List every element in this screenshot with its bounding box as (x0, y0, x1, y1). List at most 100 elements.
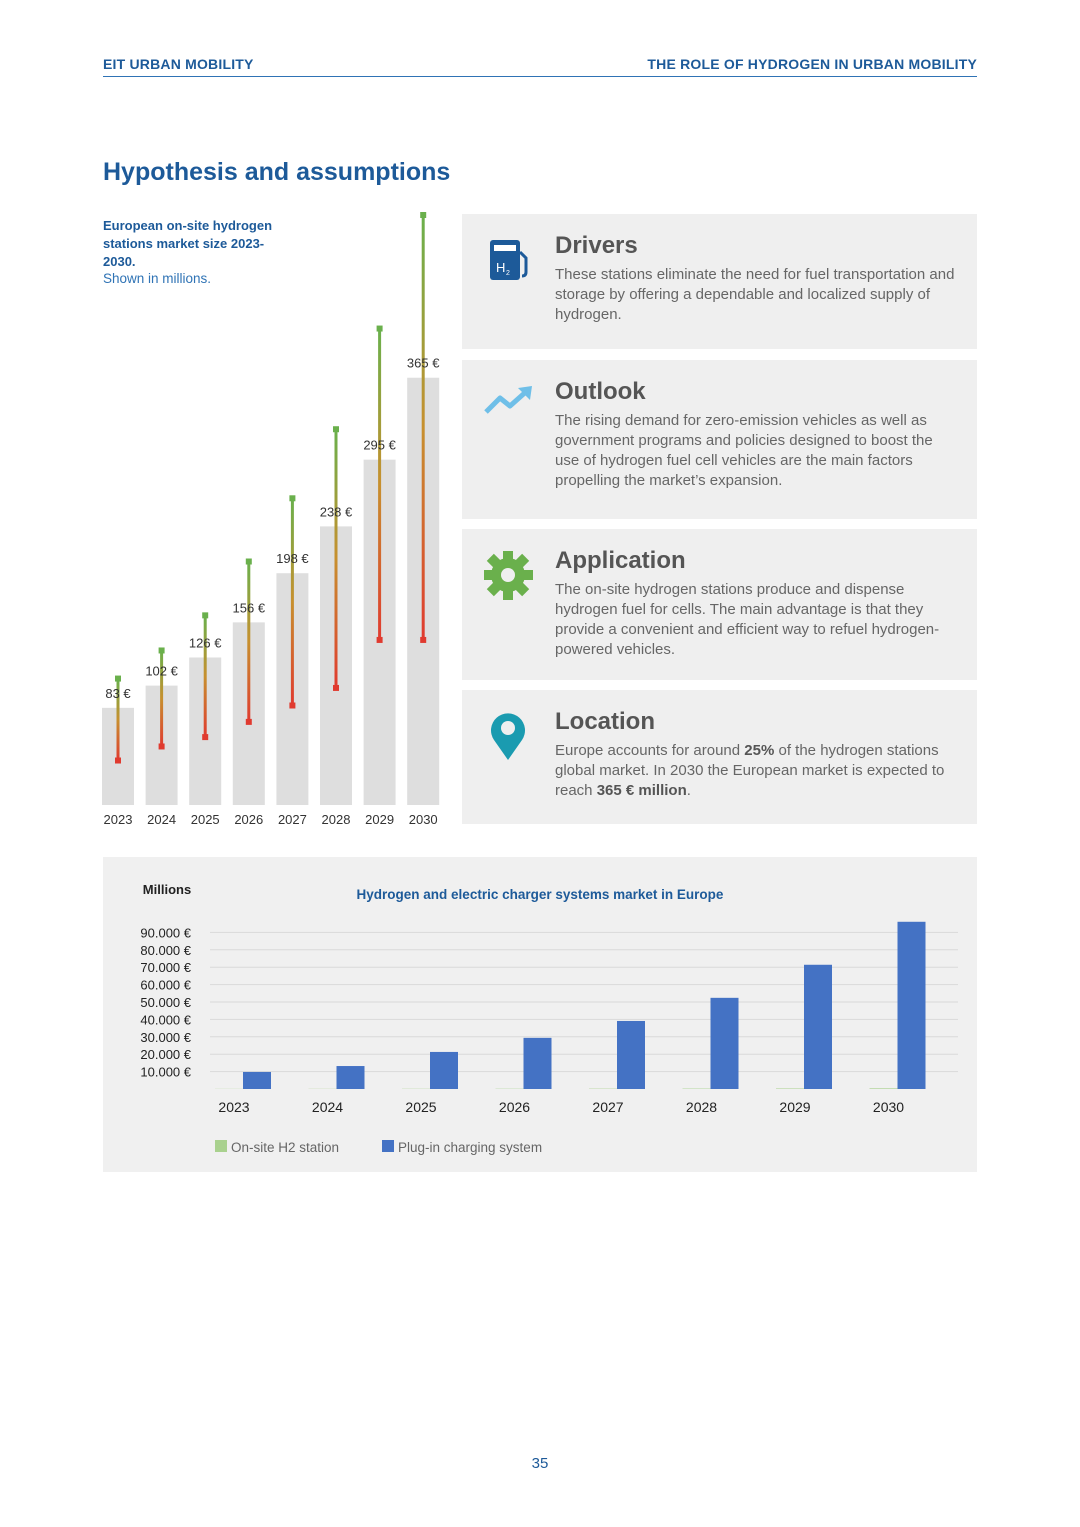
bar (523, 1037, 552, 1089)
y-tick-label: 90.000 € (140, 925, 191, 940)
x-tick-label: 2023 (218, 1099, 249, 1115)
x-tick-label: 2023 (104, 812, 133, 827)
range-line (160, 650, 164, 747)
value-label: 156 € (233, 600, 266, 615)
x-tick-label: 2030 (873, 1099, 904, 1115)
low-cap (115, 757, 121, 764)
bar (710, 997, 739, 1089)
gear-icon (484, 551, 533, 600)
y-tick-label: 80.000 € (140, 943, 191, 958)
bar (776, 1088, 804, 1089)
card-heading: Location (555, 708, 655, 735)
low-cap (202, 734, 209, 741)
low-cap (420, 636, 427, 643)
card-heading: Drivers (555, 232, 638, 259)
x-tick-label: 2030 (409, 812, 438, 827)
chart-title: Hydrogen and electric charger systems ma… (357, 887, 724, 902)
svg-text:2: 2 (506, 270, 510, 277)
y-tick-label: 70.000 € (140, 960, 191, 975)
legend-swatch (215, 1140, 227, 1152)
bar (243, 1071, 271, 1089)
range-line (378, 328, 382, 640)
pin-icon (491, 713, 525, 760)
card: Outlook The rising demand for zero-emiss… (462, 360, 977, 519)
high-cap (245, 558, 252, 565)
x-tick-label: 2029 (365, 812, 394, 827)
card-heading: Outlook (555, 378, 646, 405)
high-cap (420, 212, 427, 218)
value-label: 102 € (145, 664, 178, 679)
x-tick-label: 2026 (234, 812, 263, 827)
low-cap (333, 684, 339, 691)
card: Location Europe accounts for around 25% … (462, 690, 977, 824)
card: Application The on-site hydrogen station… (462, 529, 977, 680)
range-line (247, 561, 251, 722)
y-tick-label: 50.000 € (140, 995, 191, 1010)
x-tick-label: 2028 (686, 1099, 717, 1115)
chart-title: European on-site hydrogen stations marke… (103, 218, 273, 269)
chart-subtitle: Shown in millions. (103, 271, 212, 286)
page-number: 35 (531, 1455, 549, 1472)
value-label: 198 € (276, 551, 309, 566)
body-text: 25% (744, 742, 775, 759)
value-label: 238 € (320, 504, 353, 519)
bar (336, 1066, 365, 1089)
body-text: The on-site hydrogen stations produce an… (555, 581, 940, 658)
value-label: 365 € (407, 356, 440, 371)
trend-icon (484, 386, 532, 414)
x-tick-label: 2024 (312, 1099, 343, 1115)
section-title: Hypothesis and assumptions (103, 158, 451, 186)
body-text: Europe accounts for around (555, 742, 745, 759)
card-body: Europe accounts for around 25% of the hy… (555, 741, 960, 801)
legend-swatch (382, 1140, 394, 1152)
low-cap (245, 718, 252, 725)
x-tick-label: 2025 (191, 812, 220, 827)
svg-text:H: H (496, 260, 505, 275)
body-text: These stations eliminate the need for fu… (555, 266, 955, 323)
legend-label: Plug-in charging system (398, 1140, 542, 1155)
y-tick-label: 30.000 € (140, 1030, 191, 1045)
range-line (116, 678, 120, 761)
y-tick-label: 10.000 € (140, 1065, 191, 1080)
body-text: The rising demand for zero-emission vehi… (555, 412, 933, 489)
high-cap (376, 325, 383, 332)
legend-label: On-site H2 station (231, 1140, 339, 1155)
header-left: EIT URBAN MOBILITY (103, 56, 254, 72)
y-tick-label: 60.000 € (140, 978, 191, 993)
x-tick-label: 2027 (278, 812, 307, 827)
low-cap (376, 636, 383, 643)
bar (897, 921, 926, 1089)
card-body: The rising demand for zero-emission vehi… (555, 411, 960, 491)
range-line (203, 615, 207, 738)
x-tick-label: 2024 (147, 812, 176, 827)
header-rule (103, 76, 977, 77)
x-tick-label: 2029 (779, 1099, 810, 1115)
value-label: 295 € (363, 438, 396, 453)
x-tick-label: 2025 (405, 1099, 436, 1115)
y-tick-label: 20.000 € (140, 1047, 191, 1062)
x-tick-label: 2028 (322, 812, 351, 827)
low-cap (158, 743, 165, 750)
range-line (334, 429, 338, 688)
bar (617, 1020, 645, 1089)
range-line (421, 215, 425, 640)
high-cap (158, 647, 165, 654)
bar (430, 1051, 458, 1089)
low-cap (289, 702, 296, 709)
range-line (290, 498, 294, 706)
x-tick-label: 2027 (592, 1099, 623, 1115)
bar (804, 964, 832, 1089)
header-right: THE ROLE OF HYDROGEN IN URBAN MOBILITY (647, 56, 977, 72)
bar (869, 1088, 898, 1089)
card-body: The on-site hydrogen stations produce an… (555, 580, 960, 660)
value-label: 126 € (189, 636, 222, 651)
high-cap (202, 612, 209, 619)
high-cap (289, 495, 296, 502)
value-label: 83 € (105, 686, 131, 701)
chart: Hydrogen and electric charger systems ma… (140, 882, 958, 1155)
x-tick-label: 2026 (499, 1099, 530, 1115)
chart: 83 € 2023 102 € 2024 126 € 2025 156 € 2026 198 €… (102, 212, 440, 827)
